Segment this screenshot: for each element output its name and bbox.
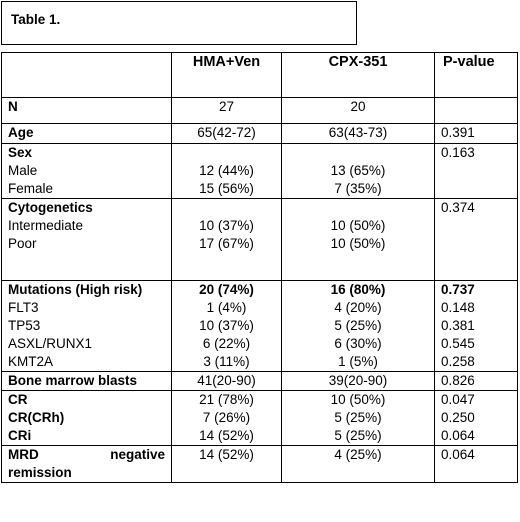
cell-blasts-cpx: 39(20-90) <box>281 371 435 391</box>
tp53-label: TP53 <box>8 318 41 333</box>
header-cpx-351: CPX-351 <box>281 52 435 98</box>
table-row: Bone marrow blasts 41(20-90) 39(20-90) 0… <box>1 371 518 391</box>
table-caption-box: Table 1. <box>1 1 357 45</box>
intermediate-hma: 10 (37%) <box>199 218 254 233</box>
cell-n-p <box>434 97 518 124</box>
kmt2a-cpx: 1 (5%) <box>338 354 378 369</box>
intermediate-cpx: 10 (50%) <box>330 218 386 233</box>
cell-response-p: 0.047 0.250 0.064 <box>434 390 518 446</box>
cell-cyto-p: 0.374 <box>434 198 518 281</box>
mrd-negative-word: negative <box>110 447 165 462</box>
cell-sex-p: 0.163 <box>434 143 518 199</box>
cr-p: 0.047 <box>441 392 475 407</box>
table-caption: Table 1. <box>11 12 61 27</box>
kmt2a-label: KMT2A <box>8 354 54 369</box>
table-row: MRD negative remission 14 (52%) 4 (25%) … <box>1 445 518 483</box>
row-label-sex: Sex Male Female <box>1 143 172 199</box>
female-label: Female <box>8 181 54 196</box>
row-label-mutations: Mutations (High risk) FLT3 TP53 ASXL/RUN… <box>1 280 172 372</box>
cri-cpx: 5 (25%) <box>334 428 382 443</box>
cell-mrd-p: 0.064 <box>434 445 518 483</box>
header-empty <box>1 52 172 98</box>
kmt2a-p: 0.258 <box>441 354 475 369</box>
female-cpx: 7 (35%) <box>334 181 382 196</box>
cell-mrd-hma: 14 (52%) <box>171 445 282 483</box>
poor-cpx: 10 (50%) <box>330 236 386 251</box>
cell-age-cpx: 63(43-73) <box>281 123 435 144</box>
cell-cyto-hma: 10 (37%) 17 (67%) <box>171 198 282 281</box>
crh-cpx: 5 (25%) <box>334 410 382 425</box>
header-p-value: P-value <box>434 52 518 98</box>
row-label-response: CR CR(CRh) CRi <box>1 390 172 446</box>
cell-cyto-cpx: 10 (50%) 10 (50%) <box>281 198 435 281</box>
table-row: CR CR(CRh) CRi 21 (78%) 7 (26%) 14 (52%)… <box>1 390 518 446</box>
tp53-p: 0.381 <box>441 318 475 333</box>
results-table: HMA+Ven CPX-351 P-value N 27 20 Age 65(4… <box>1 52 518 483</box>
row-label-cytogenetics: Cytogenetics Intermediate Poor <box>1 198 172 281</box>
table-row: Cytogenetics Intermediate Poor 10 (37%) … <box>1 198 518 281</box>
cr-cpx: 10 (50%) <box>330 392 386 407</box>
crh-p: 0.250 <box>441 410 475 425</box>
crh-hma: 7 (26%) <box>202 410 251 425</box>
mutations-p: 0.737 <box>441 282 475 297</box>
row-label-n: N <box>1 97 172 124</box>
tp53-cpx: 5 (25%) <box>334 318 382 333</box>
intermediate-label: Intermediate <box>8 218 84 233</box>
flt3-cpx: 4 (20%) <box>334 300 382 315</box>
cell-mut-p: 0.737 0.148 0.381 0.545 0.258 <box>434 280 518 372</box>
cell-n-cpx: 20 <box>281 97 435 124</box>
mrd-remission-word: remission <box>8 465 72 480</box>
cell-response-hma: 21 (78%) 7 (26%) 14 (52%) <box>171 390 282 446</box>
mutations-hma: 20 (74%) <box>199 282 254 297</box>
table-row: Age 65(42-72) 63(43-73) 0.391 <box>1 123 518 144</box>
asxl-label: ASXL/RUNX1 <box>8 336 93 351</box>
female-hma: 15 (56%) <box>199 181 254 196</box>
mrd-label-word: MRD <box>8 447 39 462</box>
cr-hma: 21 (78%) <box>199 392 254 407</box>
flt3-hma: 1 (4%) <box>206 300 247 315</box>
male-label: Male <box>8 163 38 178</box>
cell-mrd-cpx: 4 (25%) <box>281 445 435 483</box>
mrd-label-line: MRD negative <box>8 446 165 464</box>
cell-age-hma: 65(42-72) <box>171 123 282 144</box>
poor-label: Poor <box>8 236 37 251</box>
header-row: HMA+Ven CPX-351 P-value <box>1 52 518 98</box>
cri-label: CRi <box>8 428 32 443</box>
row-label-mrd: MRD negative remission <box>1 445 172 483</box>
table-row: N 27 20 <box>1 97 518 124</box>
flt3-label: FLT3 <box>8 300 39 315</box>
poor-hma: 17 (67%) <box>199 236 254 251</box>
cell-response-cpx: 10 (50%) 5 (25%) 5 (25%) <box>281 390 435 446</box>
cri-hma: 14 (52%) <box>199 428 254 443</box>
asxl-hma: 6 (22%) <box>202 336 251 351</box>
flt3-p: 0.148 <box>441 300 475 315</box>
table-row: Mutations (High risk) FLT3 TP53 ASXL/RUN… <box>1 280 518 372</box>
cri-p: 0.064 <box>441 428 475 443</box>
cell-blasts-hma: 41(20-90) <box>171 371 282 391</box>
header-hma-ven: HMA+Ven <box>171 52 282 98</box>
row-label-age: Age <box>1 123 172 144</box>
mutations-label: Mutations (High risk) <box>8 282 143 297</box>
asxl-p: 0.545 <box>441 336 475 351</box>
cr-label: CR <box>8 392 28 407</box>
cytogenetics-label: Cytogenetics <box>8 200 93 215</box>
male-hma: 12 (44%) <box>199 163 254 178</box>
cell-n-hma: 27 <box>171 97 282 124</box>
cell-blasts-p: 0.826 <box>434 371 518 391</box>
male-cpx: 13 (65%) <box>330 163 386 178</box>
row-label-blasts: Bone marrow blasts <box>1 371 172 391</box>
crh-label: CR(CRh) <box>8 410 65 425</box>
asxl-cpx: 6 (30%) <box>334 336 382 351</box>
cell-mut-hma: 20 (74%) 1 (4%) 10 (37%) 6 (22%) 3 (11%) <box>171 280 282 372</box>
tp53-hma: 10 (37%) <box>199 318 254 333</box>
table-row: Sex Male Female 12 (44%) 15 (56%) 13 (65… <box>1 143 518 199</box>
sex-label: Sex <box>8 145 33 160</box>
cell-sex-cpx: 13 (65%) 7 (35%) <box>281 143 435 199</box>
cell-sex-hma: 12 (44%) 15 (56%) <box>171 143 282 199</box>
mutations-cpx: 16 (80%) <box>330 282 386 297</box>
kmt2a-hma: 3 (11%) <box>203 354 250 369</box>
cell-age-p: 0.391 <box>434 123 518 144</box>
cell-mut-cpx: 16 (80%) 4 (20%) 5 (25%) 6 (30%) 1 (5%) <box>281 280 435 372</box>
